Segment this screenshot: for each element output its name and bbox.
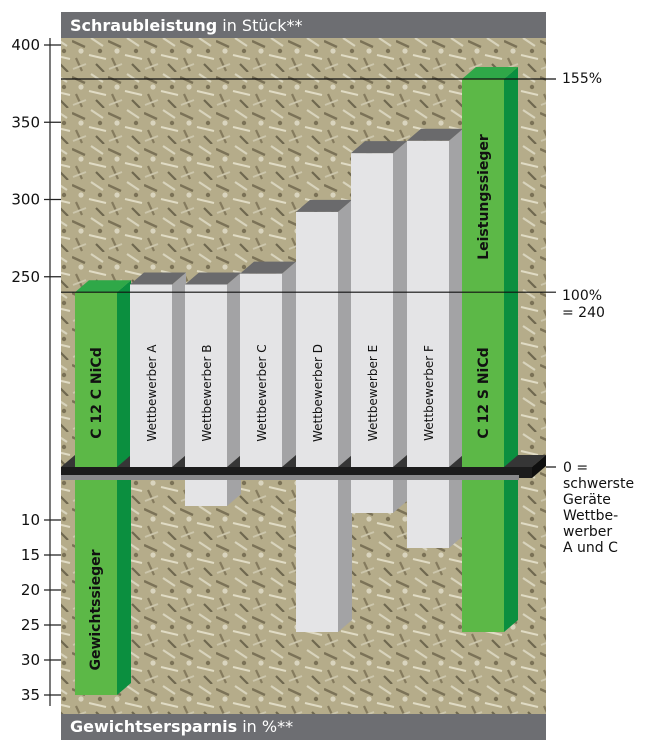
bar-lower [351, 480, 393, 513]
bar-lower [462, 480, 504, 632]
bar-upper-side [117, 280, 131, 467]
bar-category-label: C 12 S NiCd [476, 347, 492, 438]
bar-upper-side [393, 141, 407, 467]
bar-category-label: Wettbewerber A [145, 344, 159, 442]
bar-upper-side [338, 199, 352, 468]
bar-upper [130, 284, 172, 467]
zero-note-line: Geräte [563, 492, 611, 508]
y-tick-label: 350 [11, 113, 40, 131]
bar-upper-side [172, 272, 186, 467]
bar-upper [296, 211, 338, 467]
zero-note-line: schwerste [563, 476, 635, 492]
chart-title-top: Schraubleistung in Stück** [61, 12, 546, 39]
bar-lower-side [449, 468, 463, 548]
bar-lower-side [504, 468, 518, 632]
winner-label-performance: Leistungssieger [476, 134, 492, 260]
zero-note-line: Wettbe- [563, 508, 619, 524]
y-tick-label: 20 [21, 581, 40, 599]
y-tick-label: 300 [11, 191, 40, 209]
y-tick-label: 400 [11, 36, 40, 54]
zero-note: 0 = schwerste Geräte Wettbe- werber A un… [563, 460, 634, 556]
bar-category-label: Wettbewerber B [200, 344, 214, 441]
bar-upper-top [75, 280, 131, 293]
winner-label-weight: Gewichtssieger [88, 549, 104, 670]
platform-front [61, 467, 532, 478]
ref-label-240: = 240 [562, 305, 605, 321]
bar-upper [75, 292, 117, 467]
y-tick-label: 25 [21, 616, 40, 634]
ref-label-155: 155% [562, 71, 603, 87]
zero-note-line: werber [563, 524, 613, 540]
platform-rail [61, 475, 519, 480]
zero-note-line: 0 = [563, 460, 589, 476]
y-tick-label: 35 [21, 686, 40, 704]
bar-upper-top [407, 128, 463, 141]
y-tick-label: 250 [11, 268, 40, 286]
y-tick-label: 10 [21, 511, 40, 529]
bar-upper [240, 273, 282, 467]
bar-upper-top [130, 272, 186, 285]
bar-upper [462, 78, 504, 468]
ref-label-100: 100% [562, 288, 603, 304]
bar-lower [75, 480, 117, 695]
zero-note-line: A und C [563, 540, 618, 556]
bar-lower [185, 480, 227, 506]
bar-upper-side [282, 261, 296, 467]
bar-upper-top [351, 141, 407, 154]
chart-title-bottom: Gewichtsersparnis in %** [61, 713, 546, 740]
bar-upper-top [462, 66, 518, 79]
bar-lower-side [117, 468, 131, 695]
y-tick-label: 30 [21, 651, 40, 669]
bar-upper-side [449, 128, 463, 468]
bar-lower [407, 480, 449, 548]
bar-upper-side [504, 66, 518, 468]
bar-category-label: Wettbewerber C [255, 344, 269, 441]
bar-lower [296, 480, 338, 632]
bar-upper-top [185, 272, 241, 285]
bar-upper-side [227, 272, 241, 467]
bar-upper-top [296, 199, 352, 212]
bar-category-label: Wettbewerber F [422, 345, 436, 441]
bar-category-label: Wettbewerber D [311, 344, 325, 442]
bar-upper [407, 140, 449, 468]
platform-side [532, 455, 546, 478]
bar-category-label: C 12 C NiCd [89, 347, 105, 438]
bar-category-label: Wettbewerber E [366, 345, 380, 441]
y-tick-label: 15 [21, 546, 40, 564]
bar-lower-side [338, 468, 352, 632]
bar-upper-top [240, 261, 296, 274]
bar-upper [351, 153, 393, 467]
bar-upper [185, 284, 227, 467]
